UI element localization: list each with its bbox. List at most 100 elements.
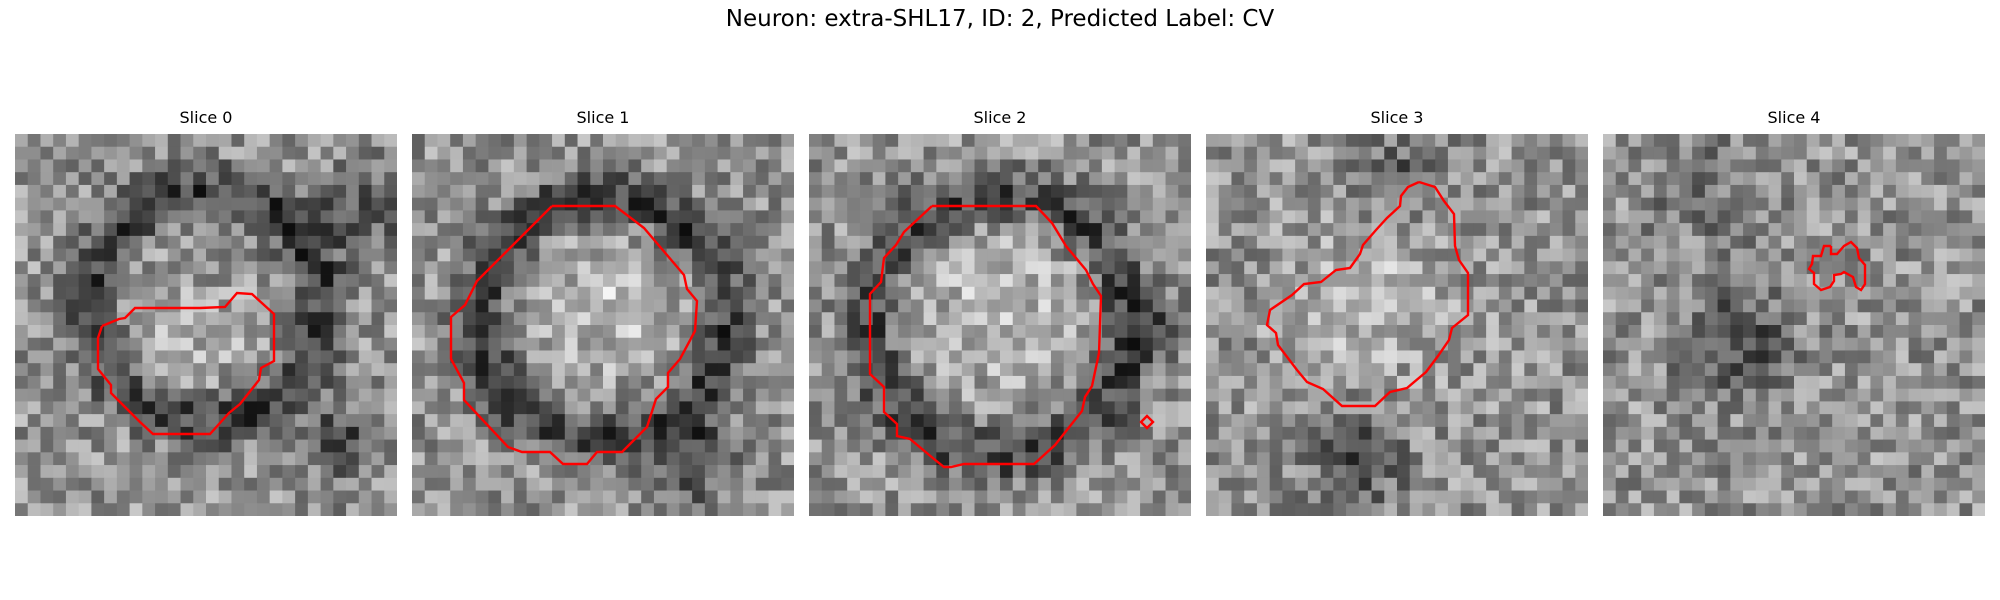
pixel (1178, 325, 1191, 339)
pixel (704, 235, 718, 249)
pixel (384, 439, 397, 453)
pixel (244, 312, 258, 326)
pixel (961, 401, 975, 415)
pixel (27, 388, 41, 402)
pixel (1101, 172, 1115, 186)
pixel (1921, 274, 1935, 288)
pixel (1844, 159, 1859, 173)
pixel (1730, 248, 1744, 262)
pixel (116, 172, 130, 186)
pixel (1498, 503, 1512, 516)
pixel (1921, 261, 1935, 275)
pixel (244, 465, 258, 479)
pixel (244, 159, 258, 173)
pixel (1679, 223, 1693, 237)
pixel (269, 439, 283, 453)
pixel (1895, 210, 1909, 224)
pixel (53, 197, 67, 211)
pixel (847, 414, 861, 428)
pixel (1537, 363, 1551, 377)
pixel (1114, 274, 1128, 288)
pixel (180, 325, 194, 339)
pixel (40, 477, 54, 491)
pixel (53, 439, 67, 453)
pixel (358, 350, 372, 364)
pixel (1025, 363, 1039, 377)
pixel (1140, 261, 1154, 275)
pixel (949, 248, 963, 262)
pixel (1768, 261, 1782, 275)
pixel (1524, 184, 1538, 199)
pixel (1908, 363, 1922, 377)
pixel (1244, 426, 1258, 440)
pixel (1524, 375, 1538, 390)
pixel (384, 452, 397, 466)
pixel (781, 414, 794, 428)
pixel (1883, 388, 1897, 402)
pixel (961, 439, 975, 453)
figure-title: Neuron: extra-SHL17, ID: 2, Predicted La… (725, 6, 1275, 32)
pixel (129, 490, 143, 504)
pixel (834, 210, 848, 224)
pixel (412, 490, 426, 504)
pixel (1256, 388, 1271, 402)
pixel (755, 503, 769, 516)
pixel (1127, 503, 1141, 516)
pixel (809, 503, 823, 516)
pixel (1000, 375, 1014, 390)
pixel (1435, 172, 1449, 186)
pixel (1256, 503, 1271, 516)
pixel (1397, 350, 1411, 364)
pixel (53, 274, 67, 288)
pixel (180, 286, 194, 300)
pixel (501, 184, 515, 199)
pixel (424, 363, 438, 377)
pixel (1755, 184, 1769, 199)
pixel (1857, 426, 1871, 440)
pixel (1038, 503, 1052, 516)
pixel (1692, 223, 1706, 237)
pixel (1511, 184, 1525, 199)
pixel (949, 146, 963, 160)
pixel (1653, 325, 1668, 339)
pixel (282, 490, 296, 504)
pixel (1218, 223, 1232, 237)
pixel (859, 452, 874, 466)
pixel (1127, 426, 1141, 440)
pixel (1435, 159, 1449, 173)
pixel (1603, 146, 1617, 160)
pixel (910, 350, 924, 364)
pixel (1844, 184, 1859, 199)
pixel (1844, 388, 1859, 402)
pixel (206, 223, 220, 237)
pixel (256, 274, 271, 288)
pixel (155, 248, 169, 262)
pixel (653, 299, 668, 313)
pixel (65, 172, 80, 186)
pixel (653, 439, 668, 453)
pixel (462, 439, 477, 453)
pixel (1114, 286, 1128, 300)
pixel (923, 210, 937, 224)
pixel (885, 159, 899, 173)
pixel (872, 184, 886, 199)
pixel (539, 439, 553, 453)
pixel (513, 350, 527, 364)
pixel (358, 286, 372, 300)
pixel (1397, 414, 1411, 428)
pixel (679, 388, 693, 402)
pixel (1089, 452, 1103, 466)
pixel (1768, 503, 1782, 516)
pixel (730, 388, 744, 402)
pixel (987, 363, 1001, 377)
pixel (898, 375, 912, 390)
pixel (1857, 452, 1871, 466)
pixel (821, 503, 835, 516)
pixel (91, 261, 105, 275)
pixel (1562, 452, 1576, 466)
pixel (1025, 477, 1039, 491)
pixel (513, 490, 527, 504)
pixel (564, 172, 578, 186)
pixel (1575, 439, 1588, 453)
pixel (346, 325, 360, 339)
